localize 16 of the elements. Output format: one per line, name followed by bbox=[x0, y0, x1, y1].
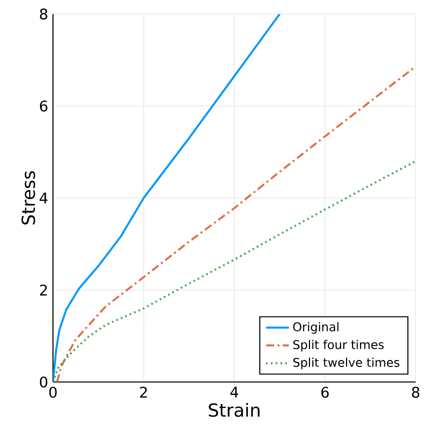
y-tick-label: 4 bbox=[40, 192, 48, 204]
y-tick-label: 2 bbox=[40, 284, 47, 296]
legend-label: Original bbox=[293, 322, 338, 334]
legend-label: Split twelve times bbox=[293, 358, 400, 370]
y-tick-label: 8 bbox=[40, 8, 48, 20]
x-tick-label: 0 bbox=[49, 386, 57, 398]
x-tick-label: 8 bbox=[412, 386, 420, 398]
x-tick-label: 6 bbox=[321, 386, 329, 398]
x-tick-label: 2 bbox=[140, 386, 147, 398]
x-tick-label: 4 bbox=[230, 386, 238, 398]
y-tick-label: 0 bbox=[40, 376, 48, 388]
legend-label: Split four times bbox=[293, 340, 384, 352]
line-series bbox=[56, 65, 416, 382]
x-axis-title: Strain bbox=[208, 402, 260, 417]
y-tick-label: 6 bbox=[40, 100, 48, 112]
y-axis-title: Stress bbox=[22, 171, 36, 224]
